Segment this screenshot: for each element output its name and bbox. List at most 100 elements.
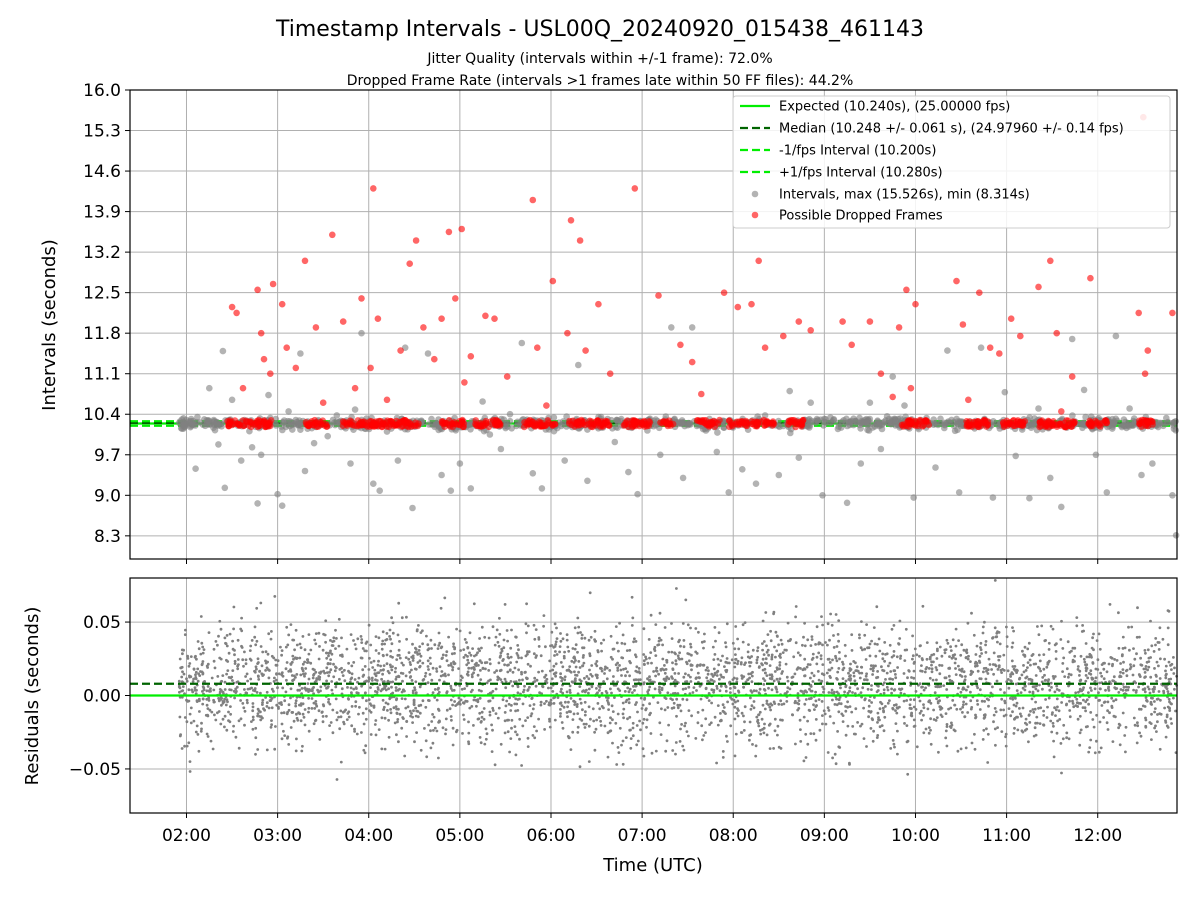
residual-point — [610, 704, 614, 708]
residual-point — [549, 698, 553, 702]
residual-point — [1124, 725, 1128, 729]
residual-point — [646, 661, 650, 665]
residual-point — [505, 699, 509, 703]
interval-point — [1172, 532, 1180, 539]
residual-point — [614, 721, 618, 725]
residual-point — [433, 688, 437, 691]
residual-point — [421, 642, 424, 646]
residual-point — [646, 677, 649, 681]
residual-point — [364, 744, 368, 748]
residual-point — [327, 698, 331, 701]
residual-point — [814, 643, 817, 646]
residual-point — [452, 660, 455, 664]
residual-point — [834, 656, 838, 660]
residual-point — [716, 704, 720, 707]
residual-point — [400, 661, 404, 665]
residual-point — [890, 627, 894, 631]
residual-point — [509, 646, 513, 650]
residual-point — [360, 731, 363, 734]
residual-point — [938, 645, 942, 649]
residual-point — [703, 640, 706, 643]
residual-point — [537, 717, 540, 721]
residual-point — [1061, 662, 1065, 665]
residual-point — [866, 687, 870, 691]
residual-point — [540, 669, 544, 673]
residual-point — [1144, 651, 1147, 655]
dropped-frame-point — [503, 373, 511, 380]
residual-point — [725, 734, 728, 738]
residual-point — [233, 659, 237, 663]
residual-point — [513, 725, 517, 728]
residual-point — [501, 698, 505, 702]
residual-point — [478, 736, 482, 739]
residual-point — [518, 697, 521, 701]
residual-point — [699, 697, 703, 701]
residual-point — [298, 712, 302, 716]
residual-point — [499, 654, 502, 658]
residual-point — [684, 687, 688, 690]
residual-point — [976, 686, 979, 690]
residual-point — [918, 654, 921, 658]
residual-point — [736, 714, 740, 718]
residual-point — [189, 721, 193, 725]
residual-point — [945, 723, 949, 726]
interval-point — [1172, 427, 1179, 434]
interval-point — [248, 444, 256, 451]
residual-point — [1021, 706, 1025, 710]
residual-point — [329, 721, 333, 724]
residual-point — [1065, 702, 1068, 706]
chart-title: Timestamp Intervals - USL00Q_20240920_01… — [275, 17, 924, 42]
residual-point — [938, 663, 941, 667]
residual-point — [616, 712, 620, 716]
residual-point — [981, 625, 985, 629]
residual-point — [679, 709, 683, 713]
residual-point — [643, 663, 646, 666]
residual-point — [571, 730, 575, 734]
residual-point — [240, 646, 244, 649]
residual-point — [965, 688, 968, 692]
residual-point — [403, 754, 407, 758]
residual-point — [462, 648, 466, 651]
residual-point — [360, 684, 363, 688]
interval-point — [529, 470, 537, 477]
residual-point — [587, 638, 591, 642]
residual-point — [830, 688, 834, 692]
residual-point — [369, 643, 373, 647]
dropped-frame-point — [374, 315, 382, 323]
interval-point — [910, 494, 917, 501]
residual-point — [428, 673, 432, 676]
residual-point — [583, 700, 587, 704]
residual-point — [912, 718, 916, 722]
residual-point — [642, 627, 646, 631]
residual-point — [976, 669, 980, 673]
residual-point — [1010, 659, 1014, 663]
residual-point — [502, 646, 506, 650]
residual-point — [223, 697, 227, 701]
residual-point — [949, 649, 953, 652]
residual-point — [347, 715, 351, 719]
residual-point — [431, 666, 435, 670]
residual-point — [444, 732, 447, 736]
residual-point — [265, 690, 269, 694]
residual-point — [810, 635, 814, 638]
residual-point — [493, 671, 496, 674]
residual-point — [1012, 732, 1016, 735]
residual-point — [387, 718, 390, 722]
residual-point — [208, 708, 212, 712]
residual-point — [253, 635, 257, 639]
residual-point — [273, 595, 277, 598]
interval-point — [679, 474, 687, 482]
residual-point — [521, 678, 524, 682]
residual-point — [480, 715, 484, 719]
dropped-frame-point — [1005, 420, 1013, 428]
residual-point — [1119, 688, 1123, 691]
residual-point — [325, 714, 328, 718]
residual-point — [891, 706, 895, 710]
interval-point — [1138, 471, 1145, 479]
residual-point — [377, 636, 381, 640]
residual-point — [431, 713, 434, 716]
residual-point — [837, 639, 840, 643]
residual-point — [930, 663, 933, 667]
residual-point — [616, 746, 620, 749]
interval-point — [228, 396, 236, 404]
